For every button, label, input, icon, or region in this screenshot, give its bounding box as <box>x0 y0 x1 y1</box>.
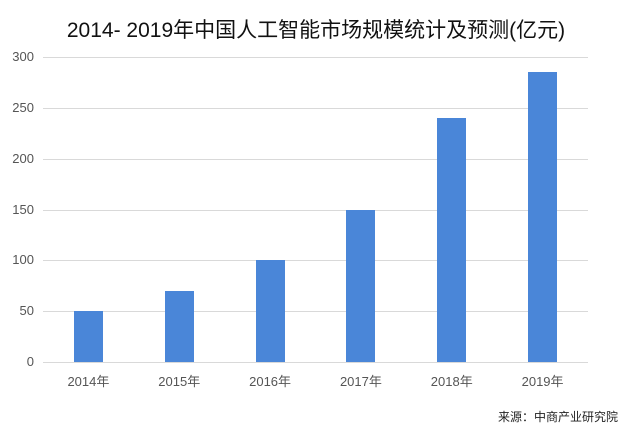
y-tick-label: 50 <box>19 303 34 319</box>
chart-title: 2014- 2019年中国人工智能市场规模统计及预测(亿元) <box>66 19 566 42</box>
y-tick-label: 300 <box>12 49 34 64</box>
gridline <box>43 158 588 160</box>
gridline <box>43 57 588 58</box>
bar <box>346 209 376 362</box>
gridline <box>43 209 588 211</box>
y-tick-label: 100 <box>12 252 34 268</box>
y-tick-label: 200 <box>12 150 34 166</box>
x-tick-label: 2014年 <box>67 374 110 389</box>
bar <box>528 72 558 362</box>
gridline <box>43 107 588 109</box>
x-tick-label: 2017年 <box>339 374 382 389</box>
y-tick-label: 150 <box>12 201 34 217</box>
source-note: 来源：中商产业研究院 <box>497 410 618 424</box>
bar <box>73 311 103 362</box>
x-tick-label: 2015年 <box>158 374 201 389</box>
y-tick-label: 250 <box>12 99 34 115</box>
y-tick-label: 0 <box>26 354 34 369</box>
gridline <box>43 260 588 262</box>
gridline <box>43 311 588 313</box>
plot-area <box>43 57 588 363</box>
bar <box>255 260 285 362</box>
x-tick-label: 2019年 <box>521 374 564 389</box>
gridline <box>43 362 588 363</box>
x-tick-label: 2018年 <box>430 374 473 389</box>
bar <box>164 290 194 362</box>
bar <box>437 118 467 362</box>
x-tick-label: 2016年 <box>249 374 292 389</box>
